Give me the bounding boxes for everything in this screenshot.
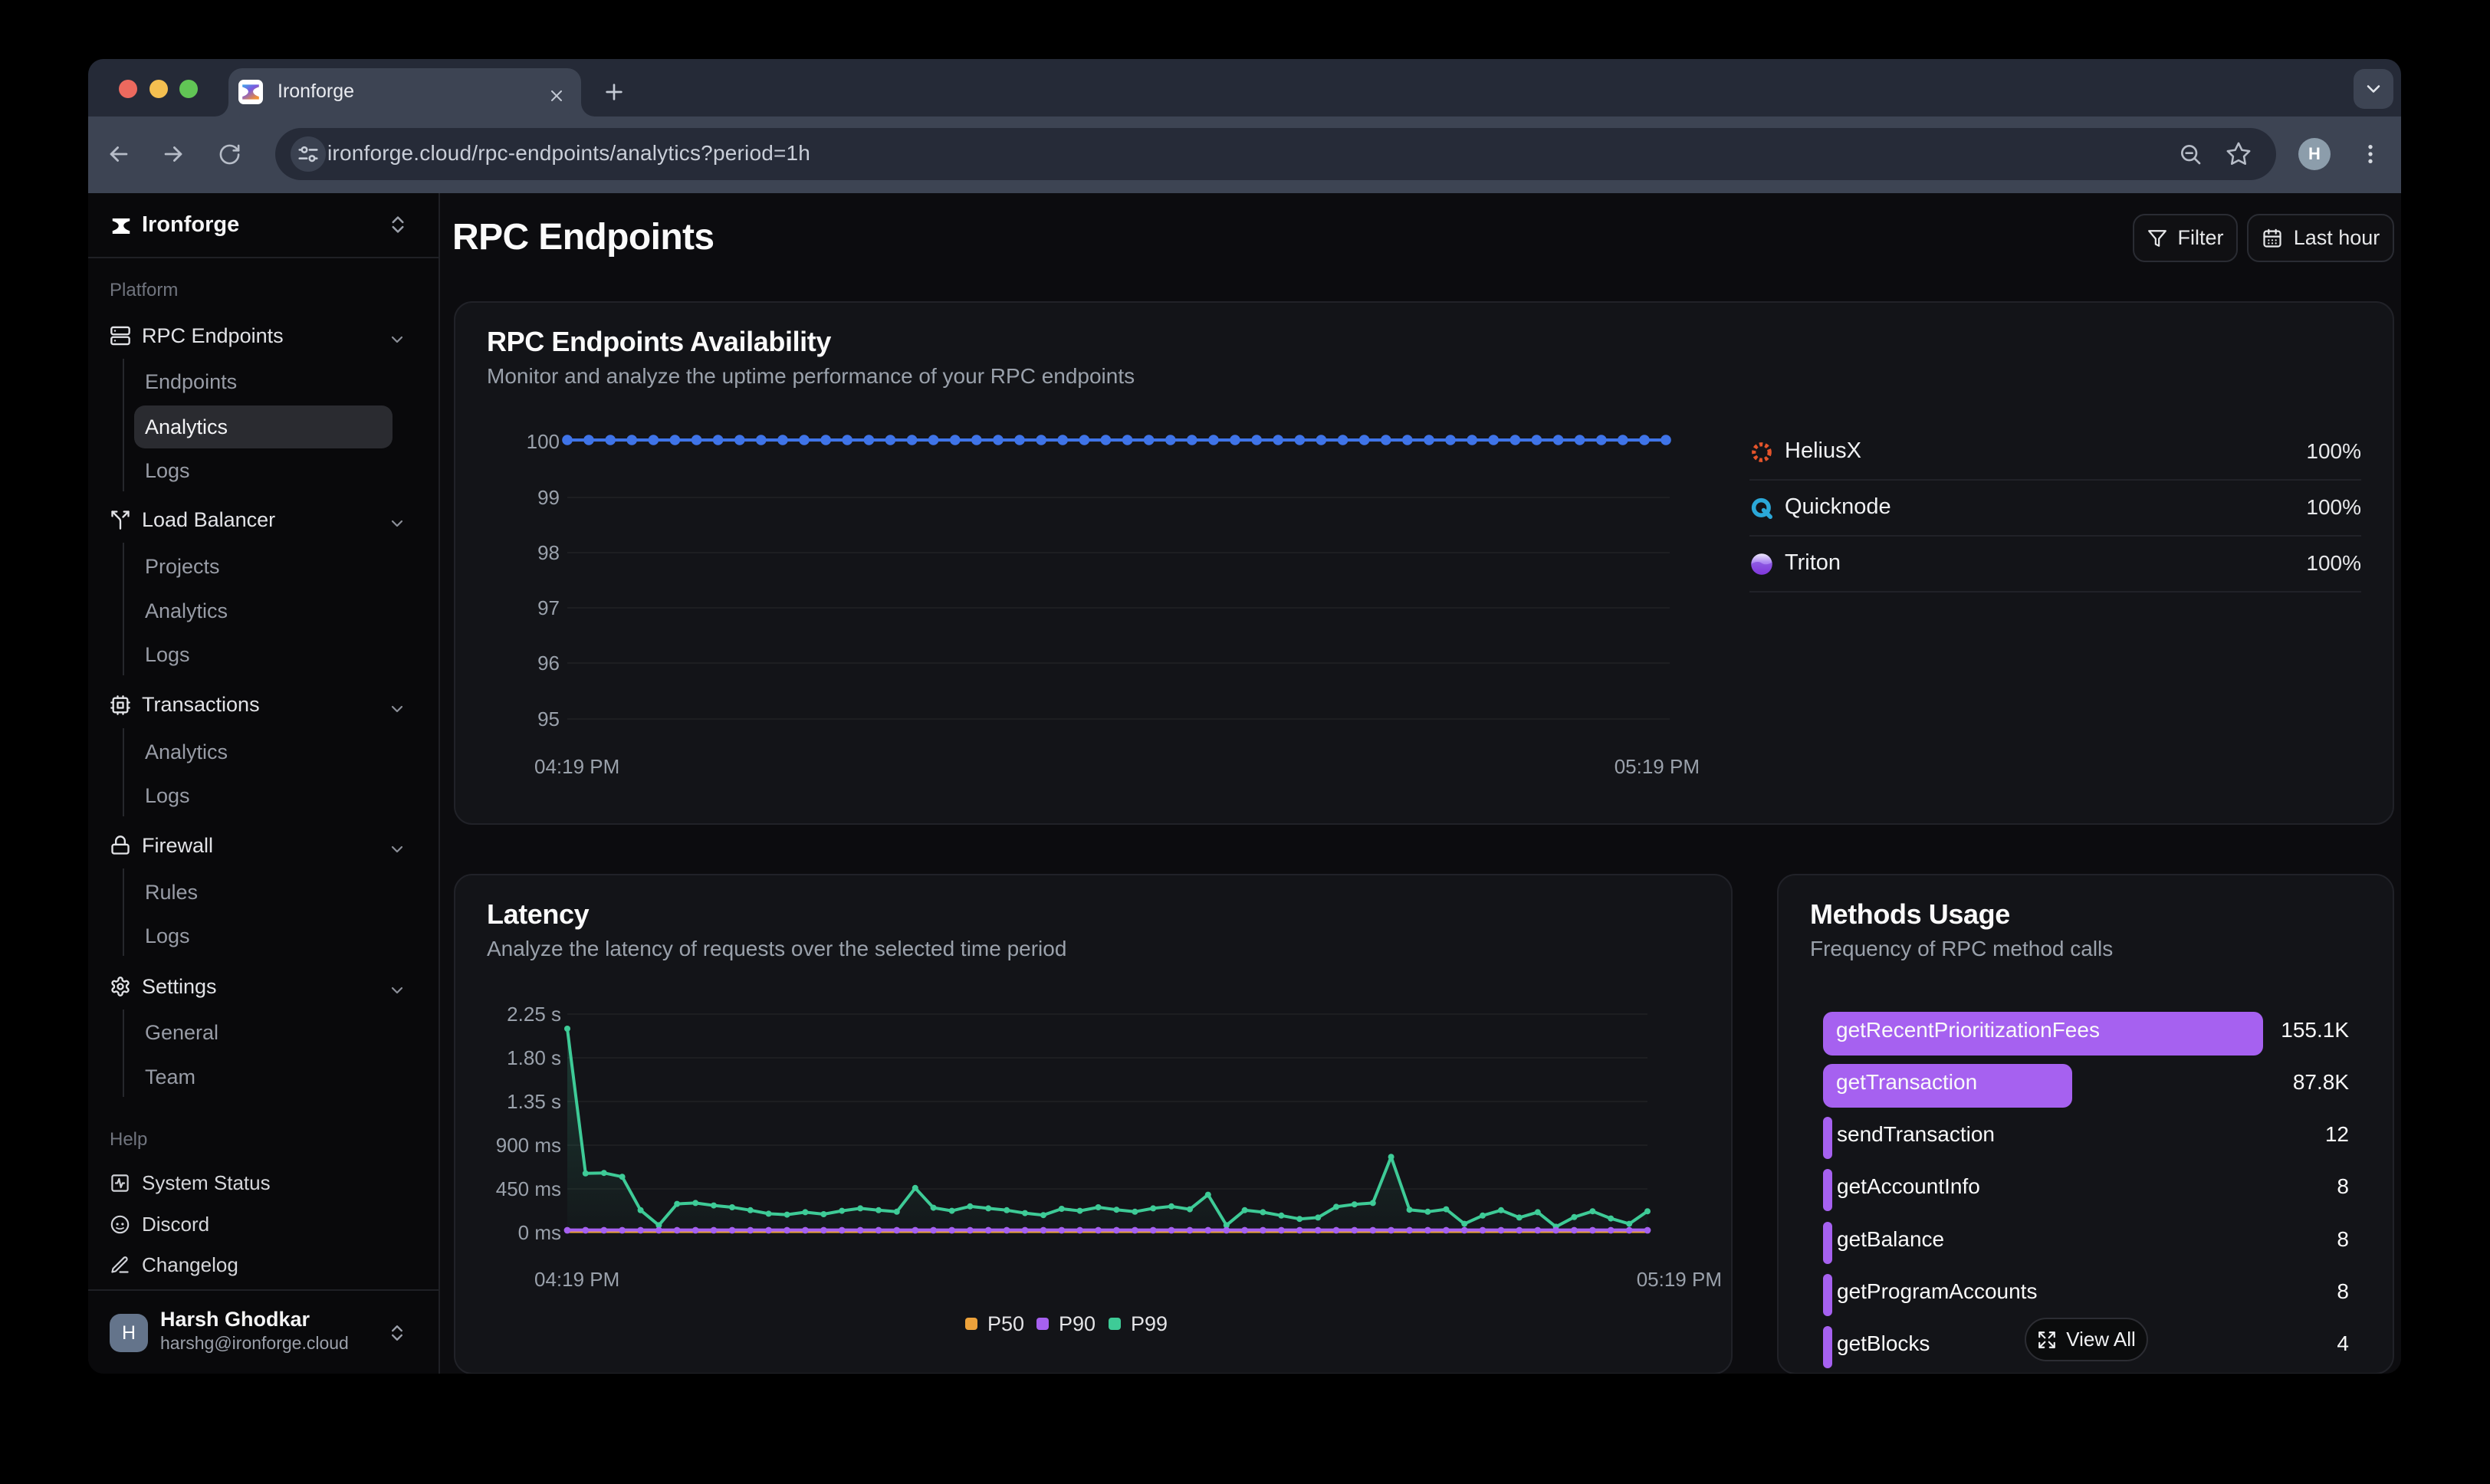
- svg-text:95: 95: [537, 708, 560, 731]
- svg-text:900 ms: 900 ms: [496, 1134, 561, 1157]
- svg-text:0 ms: 0 ms: [518, 1221, 561, 1244]
- svg-text:450 ms: 450 ms: [496, 1177, 561, 1200]
- svg-text:96: 96: [537, 652, 560, 675]
- svg-text:04:19 PM: 04:19 PM: [534, 755, 619, 778]
- svg-text:97: 97: [537, 596, 560, 619]
- svg-text:100: 100: [527, 430, 560, 453]
- svg-text:05:19 PM: 05:19 PM: [1615, 755, 1700, 778]
- svg-text:P90: P90: [1059, 1312, 1096, 1335]
- svg-text:1.80 s: 1.80 s: [507, 1046, 561, 1069]
- svg-text:2.25 s: 2.25 s: [507, 1003, 561, 1026]
- svg-text:04:19 PM: 04:19 PM: [534, 1268, 619, 1291]
- svg-text:1.35 s: 1.35 s: [507, 1090, 561, 1113]
- svg-text:98: 98: [537, 541, 560, 564]
- svg-text:P50: P50: [987, 1312, 1024, 1335]
- svg-text:P99: P99: [1131, 1312, 1168, 1335]
- svg-text:99: 99: [537, 486, 560, 509]
- svg-text:05:19 PM: 05:19 PM: [1637, 1268, 1722, 1291]
